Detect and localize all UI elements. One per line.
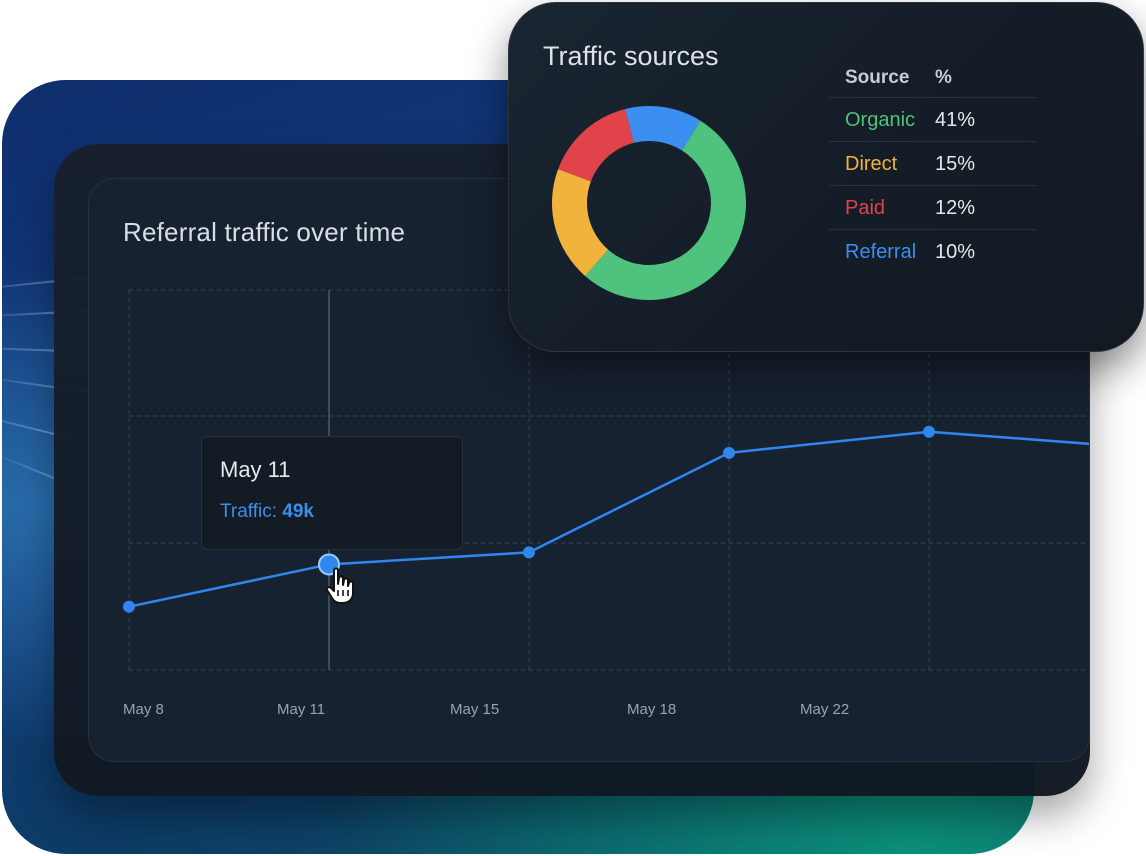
x-tick-label: May 18 — [627, 701, 676, 718]
tooltip-value: 49k — [282, 501, 314, 522]
data-point[interactable] — [523, 546, 535, 559]
donut-slice-direct[interactable] — [552, 169, 609, 276]
source-percent: 41% — [935, 109, 976, 131]
header-percent: % — [935, 67, 952, 88]
data-point[interactable] — [123, 600, 135, 613]
source-row-referral: Referral 10% — [829, 230, 1037, 273]
tooltip-label: Traffic: — [220, 501, 278, 522]
source-percent: 10% — [935, 241, 976, 263]
x-tick-label: May 11 — [277, 701, 325, 718]
data-point[interactable] — [923, 425, 935, 438]
chart-title: Referral traffic over time — [123, 217, 406, 247]
donut-slice-paid[interactable] — [558, 108, 634, 182]
chart-tooltip: May 11 Traffic: 49k — [201, 436, 463, 550]
header-source: Source — [845, 67, 910, 88]
source-name: Paid — [845, 197, 886, 219]
sources-table-header: Source % — [829, 61, 1037, 98]
donut-slice-referral[interactable] — [625, 106, 701, 151]
x-tick-label: May 15 — [450, 701, 499, 718]
donut-chart — [552, 106, 746, 300]
source-percent: 12% — [935, 197, 976, 219]
source-name: Direct — [845, 153, 898, 175]
traffic-sources-panel: Traffic sources Source % Organic 41% Dir… — [508, 2, 1144, 352]
x-tick-label: May 8 — [123, 701, 164, 718]
source-row-paid: Paid 12% — [829, 186, 1037, 230]
tooltip-date: May 11 — [220, 457, 291, 482]
x-tick-label: May 22 — [800, 701, 849, 718]
tooltip-value-row: Traffic: 49k — [220, 501, 314, 523]
donut-slice-organic[interactable] — [585, 120, 746, 300]
source-row-direct: Direct 15% — [829, 142, 1037, 186]
series-line — [128, 430, 1089, 608]
source-percent: 15% — [935, 153, 976, 175]
sources-table: Source % Organic 41% Direct 15% Paid 12%… — [829, 61, 1037, 273]
source-name: Referral — [845, 241, 917, 263]
sources-title: Traffic sources — [543, 41, 719, 71]
data-point[interactable] — [723, 446, 735, 459]
source-row-organic: Organic 41% — [829, 98, 1037, 142]
hand-pointer-icon — [325, 567, 354, 604]
source-name: Organic — [845, 109, 916, 131]
